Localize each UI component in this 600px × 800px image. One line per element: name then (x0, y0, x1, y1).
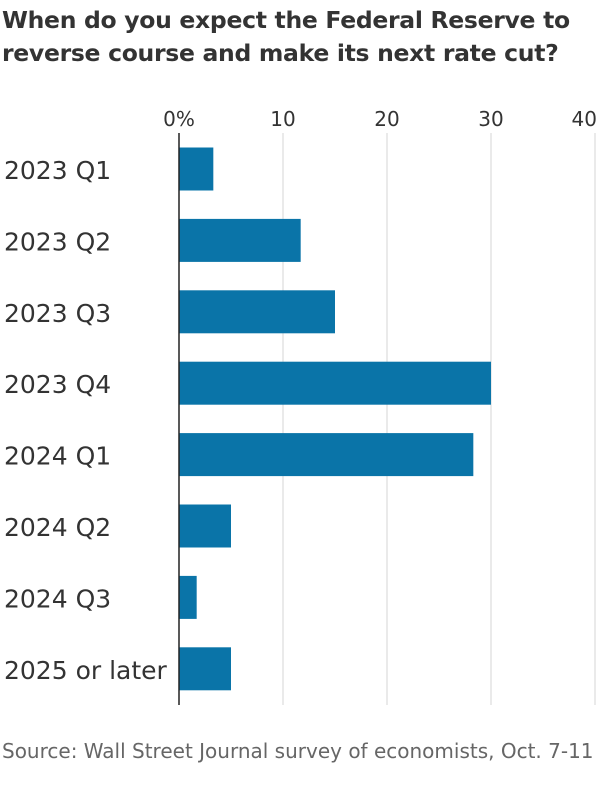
x-tick-labels: 0% 10 20 30 40 (163, 107, 597, 131)
source-note: Source: Wall Street Journal survey of ec… (2, 739, 594, 763)
chart-title: When do you expect the Federal Reserve t… (2, 6, 570, 67)
bars (179, 147, 491, 691)
category-label: 2024 Q3 (4, 584, 111, 613)
category-label: 2024 Q2 (4, 513, 111, 542)
x-tick-label: 0% (163, 107, 195, 131)
bar (179, 433, 474, 477)
bar (179, 218, 301, 262)
category-labels: 2023 Q1 2023 Q2 2023 Q3 2023 Q4 2024 Q1 2024 … (4, 156, 168, 685)
x-tick-label: 10 (270, 107, 295, 131)
bar (179, 647, 231, 691)
bar (179, 147, 214, 191)
category-label: 2023 Q3 (4, 299, 111, 328)
category-label: 2023 Q4 (4, 370, 111, 399)
x-tick-label: 30 (478, 107, 503, 131)
gridlines (282, 133, 596, 705)
bar (179, 361, 491, 405)
bar (179, 575, 197, 619)
x-tick-label: 40 (572, 107, 597, 131)
category-label: 2023 Q1 (4, 156, 111, 185)
bar (179, 290, 335, 334)
category-label: 2025 or later (4, 656, 168, 685)
bar (179, 504, 231, 548)
category-label: 2023 Q2 (4, 227, 111, 256)
category-label: 2024 Q1 (4, 442, 111, 471)
x-tick-label: 20 (374, 107, 399, 131)
